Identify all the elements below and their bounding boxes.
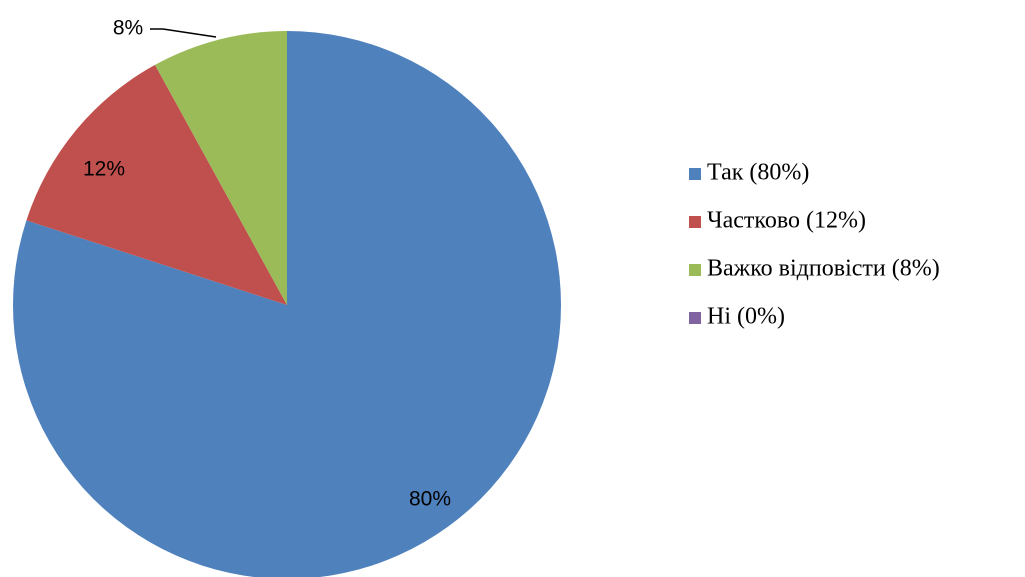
pie-slice-2 bbox=[154, 31, 287, 305]
pie-data-labels: 80% 12% 8% bbox=[83, 17, 451, 511]
legend-label-0: Так (80%) bbox=[707, 160, 809, 186]
data-label-1: 12% bbox=[83, 158, 125, 181]
legend-swatch-0 bbox=[689, 168, 701, 180]
legend-item-2: Важко відповісти (8%) bbox=[689, 256, 940, 282]
legend-swatch-1 bbox=[689, 216, 701, 228]
leader-line-2 bbox=[150, 28, 217, 38]
legend: Так (80%) Частково (12%) Важко відповісти … bbox=[689, 160, 940, 330]
pie-slice-1 bbox=[26, 64, 287, 305]
legend-item-3: Ні (0%) bbox=[689, 304, 785, 330]
legend-label-1: Частково (12%) bbox=[707, 208, 866, 234]
data-label-0: 80% bbox=[409, 488, 451, 511]
legend-label-3: Ні (0%) bbox=[707, 304, 785, 330]
legend-swatch-3 bbox=[689, 312, 701, 324]
legend-swatch-2 bbox=[689, 264, 701, 276]
legend-item-0: Так (80%) bbox=[689, 160, 809, 186]
legend-item-1: Частково (12%) bbox=[689, 208, 866, 234]
legend-label-2: Важко відповісти (8%) bbox=[707, 256, 940, 282]
data-label-2: 8% bbox=[113, 17, 143, 40]
pie-slices bbox=[13, 31, 561, 577]
pie-slice-0 bbox=[13, 31, 561, 577]
